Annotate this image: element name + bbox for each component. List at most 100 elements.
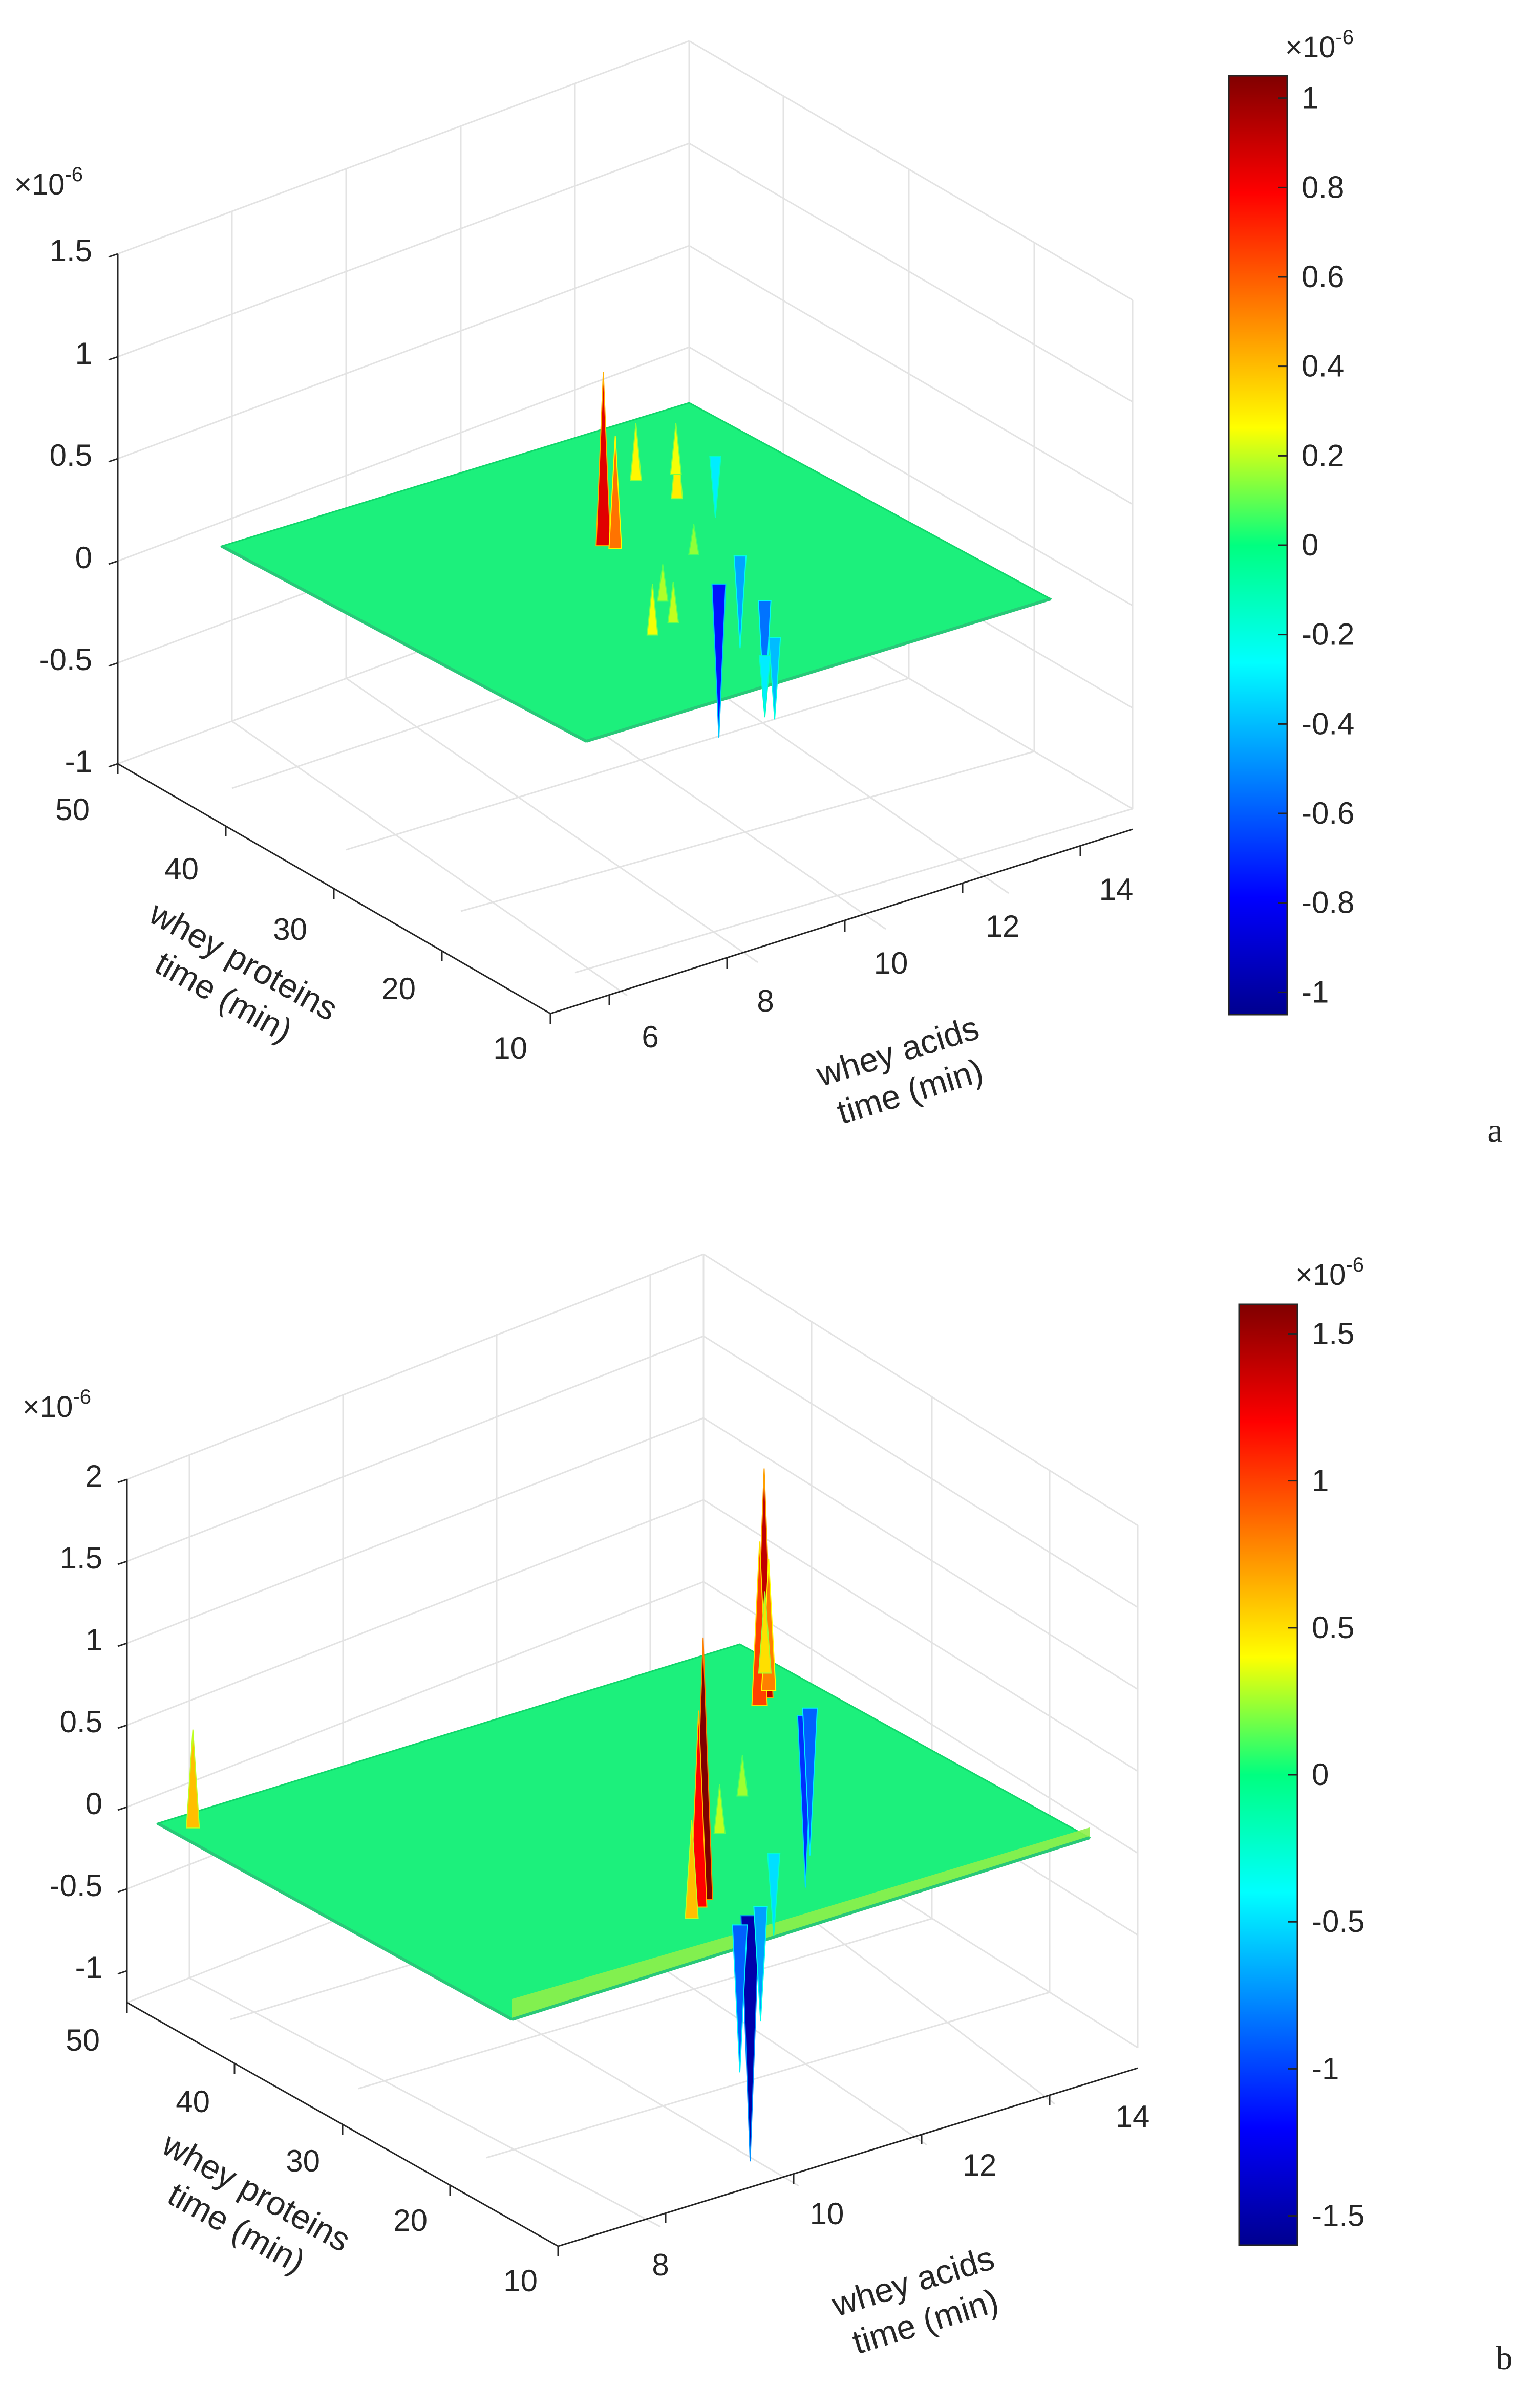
x-tick-label: 8 [757,984,774,1018]
z-tick-label: 1 [75,336,92,371]
colorbar-tick-label: 0.2 [1302,438,1344,472]
y-axis-title: whey proteins time (min) [156,2124,357,2281]
colorbar-tick-label: -1 [1312,2051,1339,2086]
y-tick-label: 30 [273,912,307,947]
surface-dip [768,637,781,720]
y-tick-label: 20 [393,2203,428,2238]
colorbar-tick-label: 0.4 [1302,349,1344,383]
colorbar [1228,75,1288,1016]
panel-b-surface [156,1468,1092,2162]
z-tick-label: 0.5 [50,438,92,472]
surface-peak [667,581,679,624]
surface-peak [736,1755,749,1797]
colorbar-tick-label: 0.8 [1302,170,1344,204]
colorbar-tick-label: 1 [1312,1464,1329,1498]
z-tick-label: -1 [65,744,92,779]
surface-peak [688,524,700,555]
surface-peak [758,1591,772,1674]
z-tick-label: -0.5 [50,1868,102,1903]
colorbar-tick-label: 1 [1302,81,1318,115]
x-tick-label: 10 [810,2197,844,2231]
panel-b-x-labels: 8 10 12 14 whey acids time (min) [652,2099,1150,2361]
panel-a: ×10-6 1.5 1 0.5 0 -0.5 -1 50 40 30 20 10… [14,26,1503,1149]
colorbar-tick-label: 0.5 [1312,1610,1354,1645]
surface-dip [733,555,747,649]
x-axis-title: whey acids time (min) [827,2239,1003,2361]
peaks-a [595,372,781,738]
y-tick-label: 40 [176,2084,210,2119]
z-multiplier: ×10-6 [14,163,83,201]
y-tick-label: 40 [164,852,199,886]
surface-peak [630,423,642,481]
x-tick-label: 8 [652,2248,669,2282]
y-tick-label: 50 [66,2023,100,2057]
surface-dip [758,655,771,718]
x-tick-label: 10 [874,946,908,980]
z-tick-label-multiplier: ×10-6 [23,1386,91,1424]
z-tick-label: 0 [75,541,92,575]
x-axis-title: whey acids time (min) [812,1008,987,1131]
panel-b-axes [117,1478,1138,2256]
surface-dip [767,1853,781,1936]
colorbar-ticks-a: 1 0.8 0.6 0.4 0.2 0 -0.2 -0.4 -0.6 -0.8 -1 [1278,81,1354,1009]
colorbar-tick-label: 0 [1312,1757,1329,1792]
colorbar-tick-label: -0.4 [1302,706,1354,741]
y-tick-label: 30 [286,2144,320,2178]
panel-a-y-labels: 50 40 30 20 10 whey proteins time (min) [55,792,527,1065]
x-tick-label: 14 [1116,2099,1150,2134]
x-tick-label: 6 [642,1020,658,1054]
colorbar-tick-label: 0 [1302,528,1318,562]
panel-b-y-labels: 50 40 30 20 10 whey proteins time (min) [66,2023,538,2298]
surface-peak [670,423,682,475]
panel-b-z-labels: ×10-6 2 1.5 1 0.5 0 -0.5 -1 [23,1386,102,1985]
panel-b-colorbar: ×10-6 1.5 1 0.5 0 -0.5 -1 -1.5 [1238,1254,1365,2246]
z-tick-label: 1.5 [50,233,92,268]
z-tick-label: 1 [86,1623,102,1657]
panel-letter-b: b [1496,2339,1513,2377]
surface-edge [511,1836,1090,2021]
surface-peak [186,1729,200,1829]
colorbar-tick-label: -1.5 [1312,2199,1365,2233]
surface-peak [608,435,623,549]
panel-letter-a: a [1487,1112,1502,1149]
panel-a-axes [108,253,1133,1024]
surface-peak [595,372,611,547]
surface-dip [711,583,727,738]
surface-edge [586,597,1051,743]
z-tick-label: 0 [86,1787,102,1821]
colorbar-tick-label: 0.6 [1302,260,1344,294]
surface-plane [156,1643,1092,2020]
panel-b: ×10-6 2 1.5 1 0.5 0 -0.5 -1 50 40 30 20 … [23,1253,1513,2377]
surface-peak [646,584,658,636]
y-axis-title: whey proteins time (min) [143,893,344,1049]
panel-a-x-labels: 6 8 10 12 14 whey acids time (min) [642,872,1134,1131]
surface-ridge [512,1827,1090,2019]
colorbar-multiplier: ×10-6 [1285,26,1354,64]
surface-edge [221,545,587,743]
x-tick-label: 14 [1099,872,1134,907]
surface-dip [802,1707,818,1856]
colorbar-ticks-b: 1.5 1 0.5 0 -0.5 -1 -1.5 [1288,1316,1365,2233]
y-tick-label: 50 [55,792,90,827]
z-tick-label: 2 [86,1459,102,1493]
peaks-b [186,1468,818,2162]
z-tick-label: 0.5 [60,1705,102,1739]
surface-dip [740,1915,760,2162]
z-tick-label: -0.5 [39,642,92,677]
z-tick-label: -1 [75,1950,102,1985]
y-tick-label: 10 [503,2264,538,2298]
surface-edge [157,1822,513,2021]
x-tick-label: 12 [963,2148,997,2182]
x-tick-label: 12 [986,909,1020,943]
colorbar-tick-label: -0.6 [1302,796,1354,830]
colorbar-tick-label: -0.8 [1302,886,1354,920]
colorbar-tick-label: -0.2 [1302,617,1354,652]
z-tick-label: 1.5 [60,1541,102,1575]
colorbar-tick-label: -0.5 [1312,1904,1365,1939]
colorbar-tick-label: -1 [1302,975,1329,1009]
colorbar-multiplier: ×10-6 [1295,1254,1364,1292]
colorbar-tick-label: 1.5 [1312,1316,1354,1350]
surface-dip [753,1906,768,2022]
surface-peak [713,1784,726,1834]
